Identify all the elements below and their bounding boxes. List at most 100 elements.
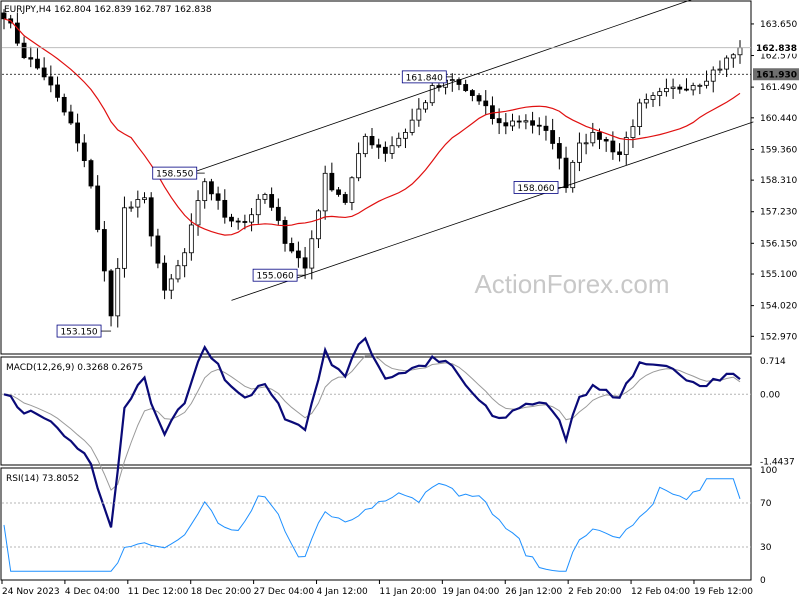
candle-body (101, 229, 107, 272)
candle-body (423, 102, 428, 110)
candle-body (195, 200, 201, 226)
candle-body (356, 153, 362, 179)
candle (336, 187, 341, 197)
annotation-label: 161.840 (401, 70, 453, 83)
candle-body (282, 220, 288, 244)
candle (396, 132, 402, 148)
candle-body (81, 142, 87, 162)
candle (95, 175, 101, 233)
candle-body (88, 160, 94, 187)
macd-tick-label: -1.4437 (760, 457, 795, 467)
candle-body (249, 214, 254, 223)
candle (684, 78, 689, 92)
candle (650, 92, 656, 107)
candle (128, 201, 134, 212)
candle-body (697, 84, 703, 87)
candle (423, 100, 428, 113)
candle (262, 192, 268, 204)
time-tick-label: 11 Dec 12:00 (128, 587, 189, 597)
candle-body (48, 76, 54, 86)
candle (690, 82, 696, 96)
candle-body (215, 193, 221, 201)
annotation-label: 158.060 (513, 181, 567, 194)
candle-body (563, 157, 569, 189)
candle-body (289, 243, 295, 252)
candle (275, 198, 281, 225)
candle (643, 93, 649, 109)
candle-body (630, 126, 636, 138)
time-tick-label: 11 Jan 20:00 (379, 587, 436, 597)
candle (162, 255, 167, 300)
candle-body (309, 238, 315, 269)
candle (389, 136, 395, 159)
candle (637, 98, 643, 136)
candle (249, 208, 254, 232)
price-tick-label: 158.310 (760, 176, 797, 186)
candle-body (449, 79, 455, 81)
candle-body (188, 224, 194, 254)
price-tick-label: 156.150 (760, 239, 797, 249)
macd-tick-label: 0.00 (760, 390, 780, 400)
candle (670, 78, 676, 99)
candle (677, 84, 683, 94)
candle-body (657, 91, 663, 96)
macd-label: MACD(12,26,9) 0.3268 0.2675 (6, 363, 143, 373)
annotation-text: 161.840 (406, 73, 443, 83)
candle-body (496, 118, 502, 124)
rsi-label: RSI(14) 73.8052 (6, 474, 79, 484)
candle-body (396, 137, 402, 147)
candle (536, 117, 542, 136)
price-panel-frame (0, 0, 752, 355)
candle (108, 269, 114, 327)
candle (222, 189, 228, 224)
candle (704, 70, 709, 89)
candle-body (617, 151, 622, 155)
macd-layer (2, 336, 751, 528)
candle-body (650, 95, 656, 100)
annotation-box (56, 324, 102, 338)
time-tick-label: 18 Dec 20:00 (191, 587, 252, 597)
time-tick-label: 26 Jan 12:00 (505, 587, 562, 597)
candle (550, 118, 556, 150)
candle-body (590, 132, 596, 144)
rsi-layer (2, 478, 751, 572)
candle-body (122, 207, 127, 269)
candle-body (684, 88, 689, 91)
candle (483, 90, 489, 116)
candle (490, 96, 495, 125)
rsi-tick-label: 30 (760, 543, 772, 553)
candle (657, 87, 663, 107)
price-tick-label: 161.490 (760, 83, 797, 93)
reference-level-badge: 161.930 (753, 68, 799, 81)
candle-body (55, 84, 60, 98)
candle (717, 60, 723, 74)
candle-body (155, 235, 161, 264)
candle (209, 178, 214, 201)
candle-body (403, 132, 408, 139)
candle-body (115, 267, 121, 317)
candle-body (670, 86, 676, 89)
candle (48, 65, 54, 93)
candle-body (108, 270, 114, 317)
candle-body (530, 120, 535, 126)
candle (309, 230, 315, 280)
candle (737, 40, 743, 64)
candle (362, 133, 368, 158)
candle (556, 137, 562, 170)
candle-body (597, 132, 602, 140)
time-tick-label: 24 Nov 2023 (2, 587, 60, 597)
candle (516, 115, 522, 129)
candle-body (322, 172, 328, 212)
annotation-label: 158.550 (152, 166, 205, 180)
moving-average-line (3, 18, 741, 236)
candle-body (677, 86, 683, 90)
candle-body (577, 142, 582, 163)
price-tick-label: 152.970 (760, 332, 797, 342)
candle (476, 93, 482, 105)
candle (115, 258, 121, 328)
time-tick-label: 19 Feb 12:00 (694, 587, 753, 597)
candle-body (295, 250, 301, 259)
candle (269, 187, 275, 211)
candle-body (168, 278, 174, 291)
